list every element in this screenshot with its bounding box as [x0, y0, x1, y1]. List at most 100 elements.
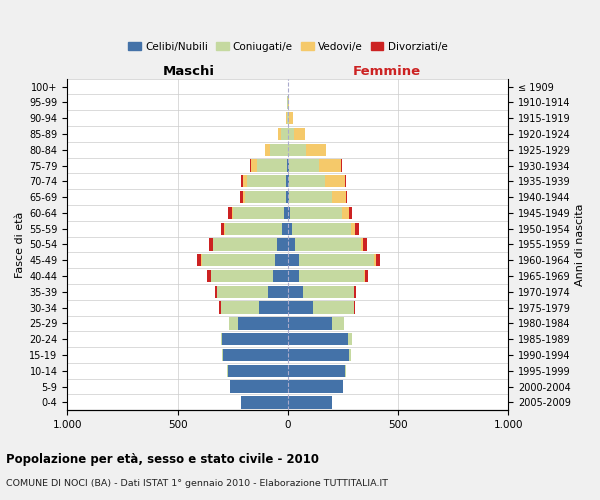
Bar	[325, 175, 345, 188]
Bar	[209, 238, 213, 250]
Text: Maschi: Maschi	[163, 65, 215, 78]
Bar	[250, 160, 251, 172]
Bar	[221, 333, 288, 345]
Bar	[303, 286, 354, 298]
Bar	[277, 238, 288, 250]
Bar	[265, 144, 270, 156]
Text: Femmine: Femmine	[353, 65, 421, 78]
Bar	[290, 206, 342, 219]
Bar	[220, 302, 221, 314]
Bar	[288, 160, 289, 172]
Bar	[241, 175, 242, 188]
Legend: Celibi/Nubili, Coniugati/e, Vedovi/e, Divorziati/e: Celibi/Nubili, Coniugati/e, Vedovi/e, Di…	[124, 38, 451, 56]
Bar	[275, 254, 288, 266]
Bar	[289, 112, 293, 124]
Bar	[287, 112, 288, 124]
Bar	[349, 349, 350, 361]
Bar	[241, 191, 242, 203]
Bar	[288, 396, 332, 408]
Bar	[288, 238, 295, 250]
Bar	[278, 128, 281, 140]
Bar	[288, 302, 313, 314]
Bar	[350, 222, 355, 235]
Bar	[197, 254, 200, 266]
Bar	[288, 270, 299, 282]
Bar	[299, 254, 374, 266]
Bar	[364, 270, 365, 282]
Bar	[341, 160, 342, 172]
Bar	[376, 254, 380, 266]
Bar	[289, 175, 325, 188]
Bar	[288, 364, 345, 377]
Bar	[286, 175, 288, 188]
Bar	[228, 206, 232, 219]
Bar	[207, 270, 211, 282]
Bar	[200, 254, 202, 266]
Bar	[274, 270, 288, 282]
Bar	[221, 302, 259, 314]
Bar	[245, 191, 286, 203]
Bar	[232, 206, 233, 219]
Bar	[213, 238, 277, 250]
Bar	[286, 191, 288, 203]
Bar	[286, 112, 287, 124]
Y-axis label: Anni di nascita: Anni di nascita	[575, 203, 585, 285]
Bar	[307, 144, 326, 156]
Bar	[221, 222, 224, 235]
Bar	[233, 206, 284, 219]
Bar	[288, 222, 292, 235]
Bar	[259, 302, 288, 314]
Bar	[288, 286, 303, 298]
Bar	[288, 175, 289, 188]
Bar	[289, 191, 332, 203]
Bar	[242, 191, 245, 203]
Text: COMUNE DI NOCI (BA) - Dati ISTAT 1° gennaio 2010 - Elaborazione TUTTITALIA.IT: COMUNE DI NOCI (BA) - Dati ISTAT 1° genn…	[6, 479, 388, 488]
Bar	[354, 286, 356, 298]
Bar	[292, 222, 350, 235]
Bar	[223, 349, 288, 361]
Bar	[288, 191, 289, 203]
Bar	[288, 254, 299, 266]
Bar	[363, 238, 367, 250]
Bar	[354, 302, 355, 314]
Bar	[224, 222, 225, 235]
Bar	[281, 128, 288, 140]
Bar	[230, 380, 288, 393]
Bar	[346, 191, 347, 203]
Bar	[345, 175, 346, 188]
Bar	[355, 222, 359, 235]
Bar	[287, 160, 288, 172]
Bar	[288, 380, 343, 393]
Y-axis label: Fasce di età: Fasce di età	[15, 212, 25, 278]
Bar	[282, 222, 288, 235]
Bar	[241, 396, 288, 408]
Bar	[284, 206, 288, 219]
Bar	[247, 175, 286, 188]
Bar	[345, 364, 346, 377]
Bar	[202, 254, 275, 266]
Bar	[349, 333, 352, 345]
Bar	[295, 238, 361, 250]
Bar	[288, 112, 289, 124]
Bar	[227, 364, 228, 377]
Bar	[270, 144, 288, 156]
Bar	[288, 128, 295, 140]
Bar	[319, 160, 341, 172]
Bar	[217, 286, 268, 298]
Bar	[221, 349, 223, 361]
Bar	[299, 270, 364, 282]
Bar	[313, 302, 354, 314]
Bar	[342, 206, 349, 219]
Bar	[361, 238, 363, 250]
Bar	[288, 144, 307, 156]
Bar	[211, 270, 274, 282]
Bar	[349, 206, 352, 219]
Bar	[228, 364, 288, 377]
Bar	[332, 318, 344, 330]
Bar	[215, 286, 217, 298]
Bar	[251, 160, 257, 172]
Bar	[238, 318, 288, 330]
Bar	[229, 318, 238, 330]
Bar	[288, 349, 349, 361]
Bar	[289, 160, 319, 172]
